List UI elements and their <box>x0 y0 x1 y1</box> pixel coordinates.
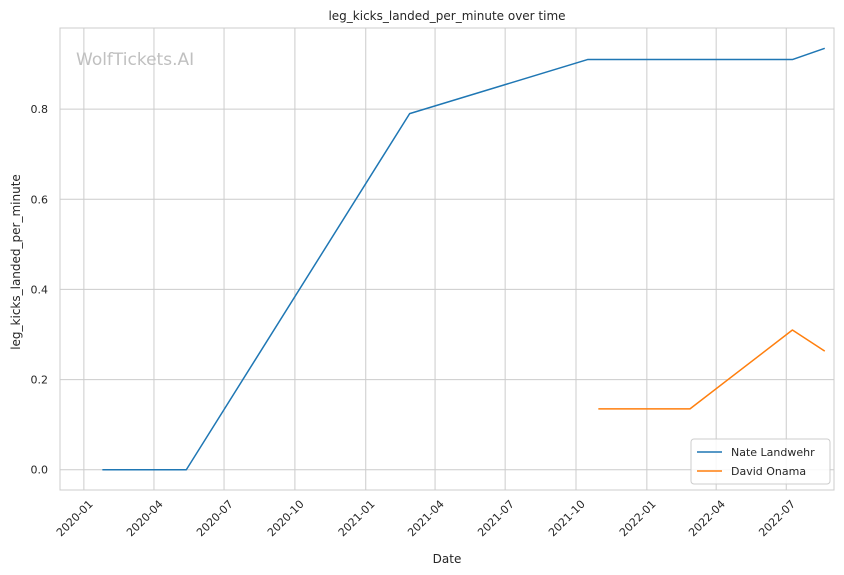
y-tick-label: 0.8 <box>31 103 49 116</box>
series-layer <box>102 47 826 471</box>
y-tick-label: 0.0 <box>31 464 49 477</box>
x-axis-title: Date <box>433 552 462 566</box>
y-tick-label: 0.4 <box>31 283 49 296</box>
legend-box <box>690 438 831 485</box>
series-line-nate-landwehr <box>102 47 826 471</box>
legend: Nate Landwehr David Onama <box>690 438 831 485</box>
series-line-david-onama <box>598 329 826 410</box>
y-tick-label: 0.2 <box>31 374 49 387</box>
y-axis-title: leg_kicks_landed_per_minute <box>9 174 23 350</box>
legend-label-nate-landwehr: Nate Landwehr <box>731 446 815 459</box>
legend-label-david-onama: David Onama <box>731 465 806 478</box>
grid <box>60 28 834 490</box>
chart-title: leg_kicks_landed_per_minute over time <box>328 9 565 23</box>
plot-frame <box>59 27 835 491</box>
y-tick-label: 0.6 <box>31 193 49 206</box>
watermark: WolfTickets.AI <box>76 50 194 70</box>
